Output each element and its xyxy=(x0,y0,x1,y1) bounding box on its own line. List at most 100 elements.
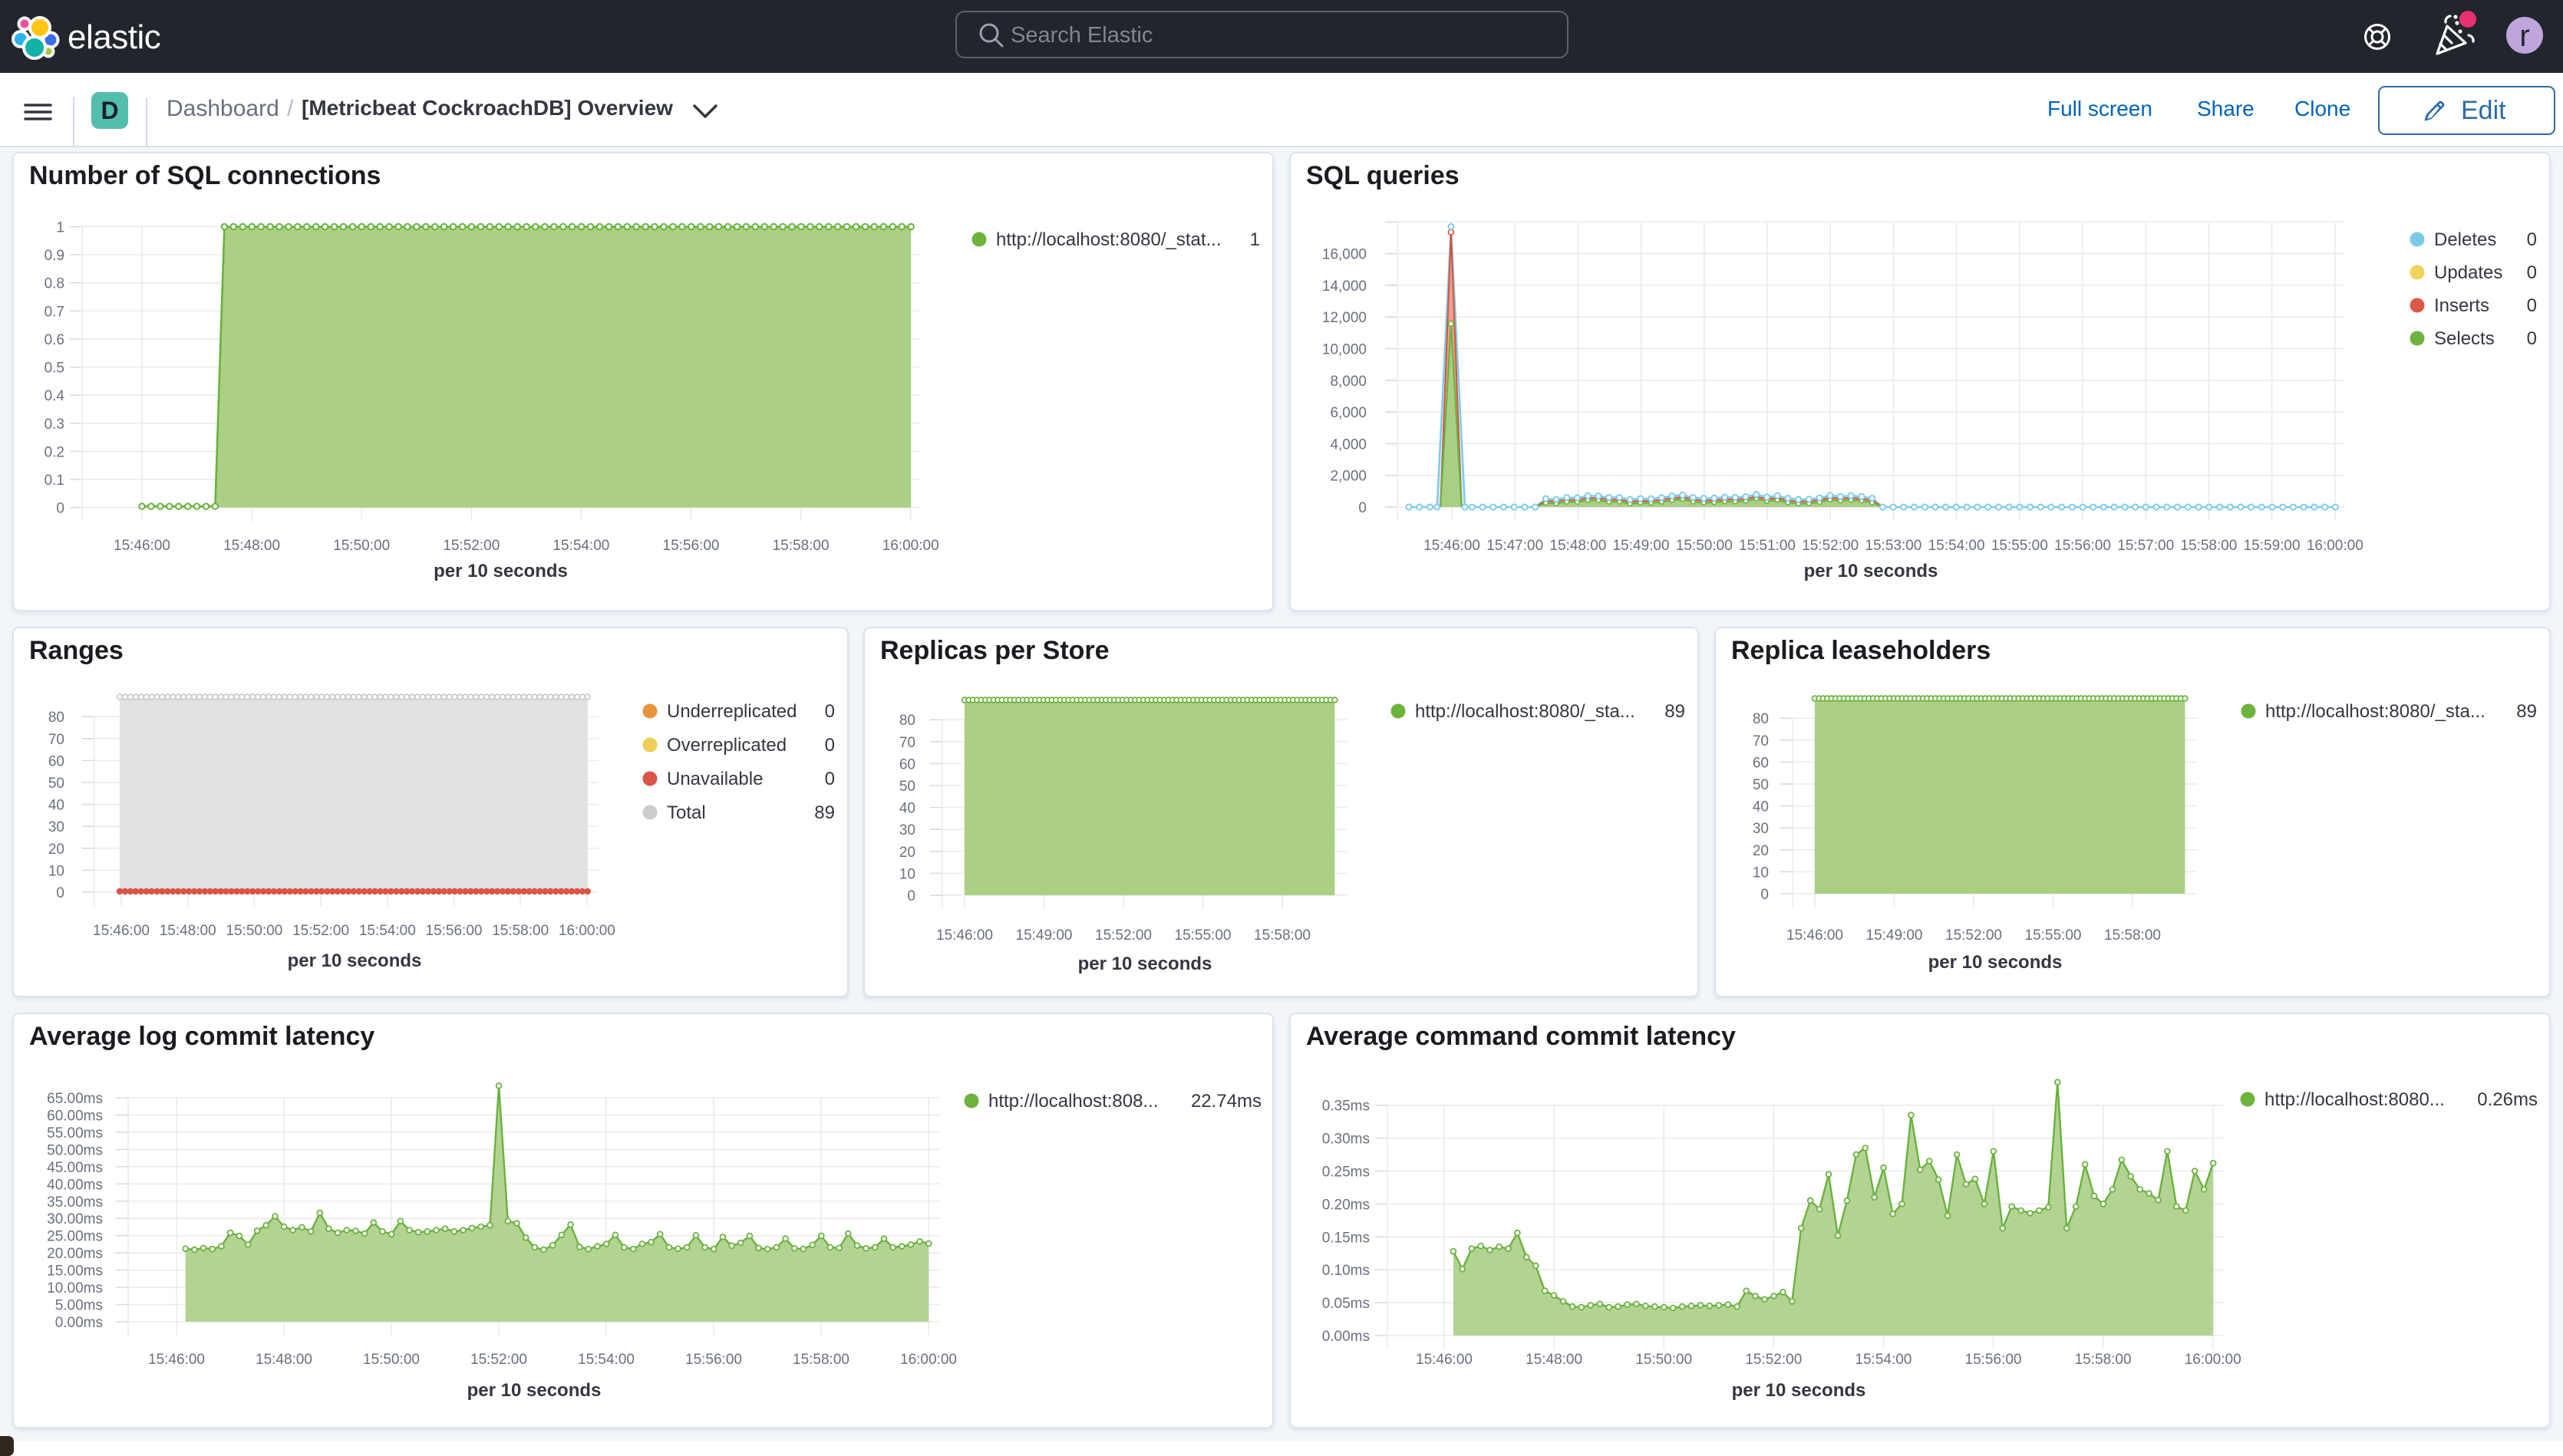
svg-text:0: 0 xyxy=(2527,229,2537,250)
svg-text:60: 60 xyxy=(1753,755,1769,771)
svg-text:89: 89 xyxy=(1664,701,1685,722)
svg-text:15:52:00: 15:52:00 xyxy=(470,1352,527,1368)
svg-text:15:48:00: 15:48:00 xyxy=(1526,1352,1582,1368)
svg-text:16:00:00: 16:00:00 xyxy=(2185,1352,2241,1368)
svg-text:Average command commit latency: Average command commit latency xyxy=(1306,1022,1736,1051)
svg-text:15:58:00: 15:58:00 xyxy=(2104,927,2161,944)
svg-text:1: 1 xyxy=(1250,229,1260,250)
svg-text:25.00ms: 25.00ms xyxy=(47,1229,103,1245)
svg-text:14,000: 14,000 xyxy=(1322,278,1367,295)
svg-text:50: 50 xyxy=(48,776,64,792)
svg-text:Average log commit latency: Average log commit latency xyxy=(29,1022,374,1051)
svg-text:Updates: Updates xyxy=(2434,262,2502,283)
svg-text:Overreplicated: Overreplicated xyxy=(667,735,787,756)
svg-text:80: 80 xyxy=(1753,711,1769,727)
svg-text:22.74ms: 22.74ms xyxy=(1191,1091,1262,1112)
svg-text:40.00ms: 40.00ms xyxy=(47,1177,103,1193)
svg-text:http://localhost:8080/_stat...: http://localhost:8080/_stat... xyxy=(996,229,1222,250)
svg-text:0.25ms: 0.25ms xyxy=(1322,1164,1370,1181)
svg-text:60: 60 xyxy=(899,756,915,772)
svg-text:45.00ms: 45.00ms xyxy=(47,1160,103,1176)
svg-text:15:48:00: 15:48:00 xyxy=(160,923,216,939)
svg-text:55.00ms: 55.00ms xyxy=(47,1125,103,1141)
svg-text:Replicas per Store: Replicas per Store xyxy=(880,636,1110,665)
svg-text:15:58:00: 15:58:00 xyxy=(1254,927,1311,944)
svg-text:8,000: 8,000 xyxy=(1330,374,1367,390)
svg-text:Replica leaseholders: Replica leaseholders xyxy=(1731,636,1991,665)
svg-text:20: 20 xyxy=(48,842,64,858)
svg-text:40: 40 xyxy=(899,801,915,817)
svg-text:1: 1 xyxy=(56,220,64,236)
svg-text:10: 10 xyxy=(1753,865,1769,881)
svg-text:60.00ms: 60.00ms xyxy=(47,1108,103,1125)
svg-text:0.8: 0.8 xyxy=(45,276,64,292)
svg-text:70: 70 xyxy=(1753,733,1769,749)
svg-text:35.00ms: 35.00ms xyxy=(47,1194,103,1211)
svg-text:89: 89 xyxy=(2516,701,2537,722)
svg-text:65.00ms: 65.00ms xyxy=(47,1091,103,1107)
svg-text:15:52:00: 15:52:00 xyxy=(443,538,500,554)
svg-text:15:58:00: 15:58:00 xyxy=(773,538,830,554)
svg-text:Deletes: Deletes xyxy=(2434,229,2496,250)
svg-text:80: 80 xyxy=(48,710,64,726)
svg-text:0.1: 0.1 xyxy=(45,473,64,489)
svg-text:0.05ms: 0.05ms xyxy=(1322,1296,1370,1312)
svg-text:15:54:00: 15:54:00 xyxy=(1855,1352,1912,1368)
svg-text:20: 20 xyxy=(899,845,915,861)
svg-text:0: 0 xyxy=(2527,328,2537,349)
svg-text:http://localhost:8080/_sta...: http://localhost:8080/_sta... xyxy=(2265,701,2485,722)
svg-text:0.9: 0.9 xyxy=(45,248,64,264)
svg-text:30.00ms: 30.00ms xyxy=(47,1211,103,1227)
svg-text:0.26ms: 0.26ms xyxy=(2477,1089,2538,1110)
svg-text:15:49:00: 15:49:00 xyxy=(1866,927,1923,944)
svg-text:10: 10 xyxy=(899,866,915,882)
svg-text:89: 89 xyxy=(814,802,835,823)
svg-text:15:56:00: 15:56:00 xyxy=(426,923,483,939)
svg-text:15:52:00: 15:52:00 xyxy=(1095,927,1152,944)
svg-text:15:54:00: 15:54:00 xyxy=(1928,538,1985,554)
svg-text:Number of SQL connections: Number of SQL connections xyxy=(29,161,381,190)
svg-text:20: 20 xyxy=(1753,843,1769,859)
svg-text:0: 0 xyxy=(2527,262,2537,283)
svg-text:15:48:00: 15:48:00 xyxy=(223,538,280,554)
svg-text:15:58:00: 15:58:00 xyxy=(2075,1352,2132,1368)
svg-text:15:58:00: 15:58:00 xyxy=(492,923,549,939)
svg-text:16:00:00: 16:00:00 xyxy=(900,1352,957,1368)
svg-text:Ranges: Ranges xyxy=(29,636,124,665)
svg-text:16,000: 16,000 xyxy=(1322,247,1367,263)
svg-text:0.35ms: 0.35ms xyxy=(1322,1099,1370,1115)
svg-text:15:52:00: 15:52:00 xyxy=(1802,538,1859,554)
svg-text:Total: Total xyxy=(667,802,706,823)
svg-text:30: 30 xyxy=(48,819,64,835)
svg-text:10: 10 xyxy=(48,863,64,879)
svg-text:per 10 seconds: per 10 seconds xyxy=(288,950,422,971)
svg-text:15:52:00: 15:52:00 xyxy=(1745,1352,1802,1368)
svg-text:40: 40 xyxy=(1753,799,1769,815)
svg-text:0.6: 0.6 xyxy=(45,332,64,348)
svg-text:0.20ms: 0.20ms xyxy=(1322,1197,1370,1213)
svg-text:15:59:00: 15:59:00 xyxy=(2244,538,2301,554)
svg-text:80: 80 xyxy=(899,713,915,729)
svg-text:15.00ms: 15.00ms xyxy=(47,1263,103,1280)
svg-text:15:56:00: 15:56:00 xyxy=(1965,1352,2022,1368)
svg-text:15:50:00: 15:50:00 xyxy=(333,538,390,554)
svg-text:15:58:00: 15:58:00 xyxy=(2180,538,2237,554)
svg-text:0.30ms: 0.30ms xyxy=(1322,1132,1370,1148)
svg-text:16:00:00: 16:00:00 xyxy=(559,923,615,939)
svg-text:0: 0 xyxy=(56,501,64,517)
svg-text:Selects: Selects xyxy=(2434,328,2495,349)
svg-text:15:46:00: 15:46:00 xyxy=(1416,1352,1473,1368)
svg-text:15:54:00: 15:54:00 xyxy=(359,923,416,939)
svg-text:r: r xyxy=(2519,19,2529,53)
svg-text:Inserts: Inserts xyxy=(2434,295,2489,316)
svg-text:0.10ms: 0.10ms xyxy=(1322,1263,1370,1279)
svg-text:15:48:00: 15:48:00 xyxy=(1549,538,1606,554)
svg-text:2,000: 2,000 xyxy=(1330,469,1367,485)
svg-text:15:55:00: 15:55:00 xyxy=(2025,927,2082,944)
svg-text:0: 0 xyxy=(907,888,915,904)
svg-text:15:54:00: 15:54:00 xyxy=(553,538,609,554)
svg-text:Unavailable: Unavailable xyxy=(667,769,763,789)
svg-text:15:55:00: 15:55:00 xyxy=(1991,538,2048,554)
svg-text:15:46:00: 15:46:00 xyxy=(936,927,993,944)
svg-text:15:46:00: 15:46:00 xyxy=(93,923,150,939)
